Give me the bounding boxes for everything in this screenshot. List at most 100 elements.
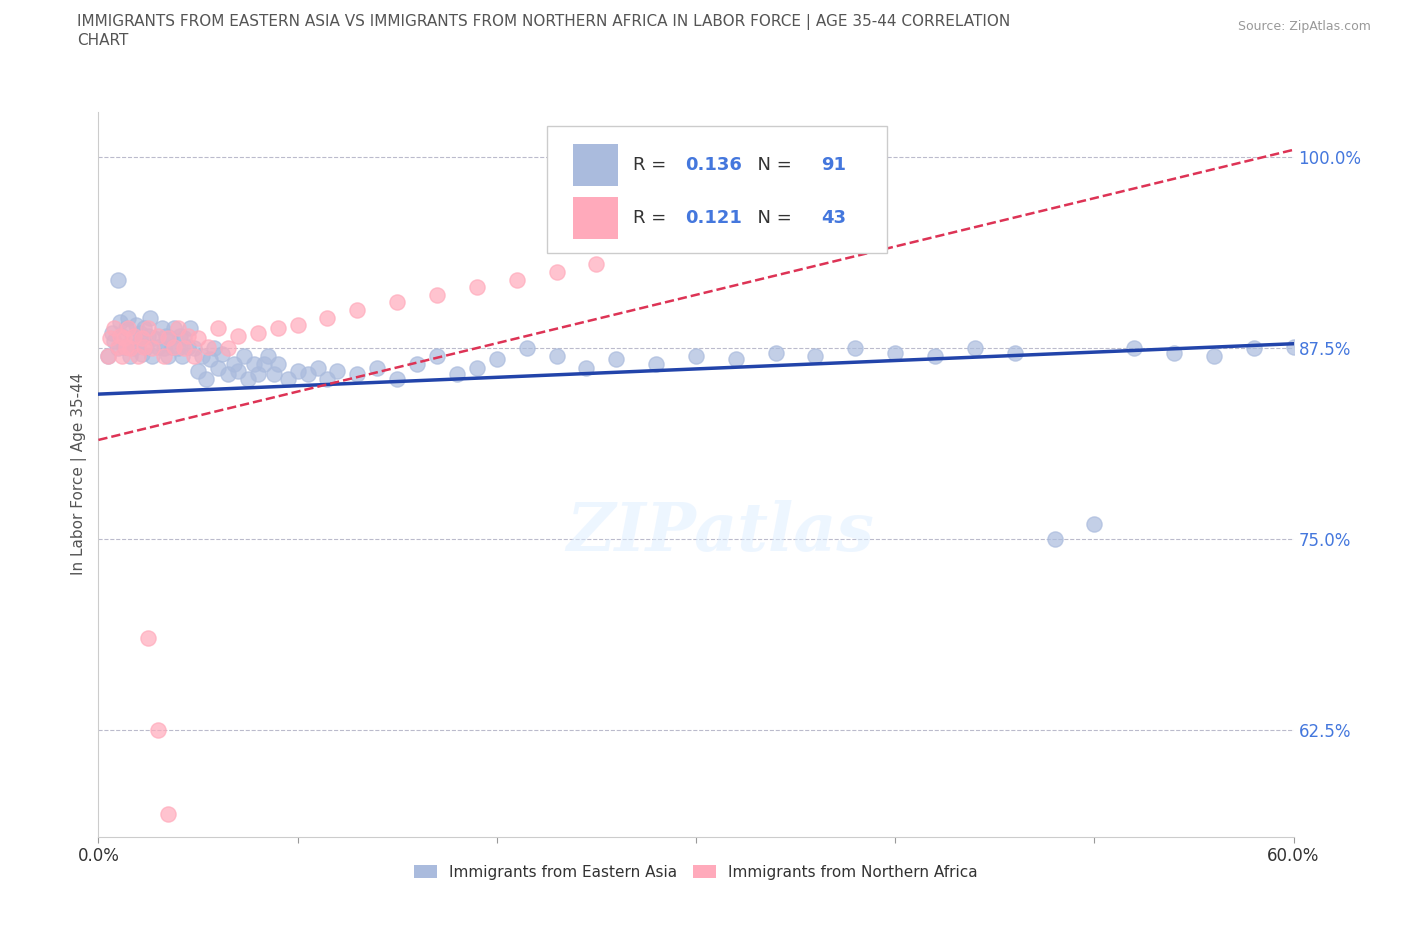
Point xyxy=(1043,532,1066,547)
Point xyxy=(134,339,156,354)
Point xyxy=(217,366,239,381)
Point xyxy=(426,349,449,364)
Point xyxy=(101,326,124,340)
Point xyxy=(307,361,329,376)
Point xyxy=(177,339,200,354)
Point xyxy=(465,361,488,376)
Point xyxy=(183,341,205,356)
Point xyxy=(160,339,183,354)
Point xyxy=(112,330,135,345)
Point xyxy=(127,349,149,364)
Text: Source: ZipAtlas.com: Source: ZipAtlas.com xyxy=(1237,20,1371,33)
Point xyxy=(173,330,195,345)
Point xyxy=(267,356,290,371)
Point xyxy=(1083,516,1105,531)
Legend: Immigrants from Eastern Asia, Immigrants from Northern Africa: Immigrants from Eastern Asia, Immigrants… xyxy=(406,857,986,887)
Point xyxy=(135,339,157,354)
Point xyxy=(136,631,159,646)
Point xyxy=(297,366,319,381)
Point xyxy=(226,328,249,343)
Point xyxy=(150,321,173,336)
Point xyxy=(211,347,233,362)
Point xyxy=(465,280,488,295)
Point xyxy=(134,321,156,336)
Point xyxy=(107,341,129,356)
Point xyxy=(157,330,180,345)
Point xyxy=(136,328,159,343)
Text: CHART: CHART xyxy=(77,33,129,47)
Point xyxy=(167,341,190,356)
Point xyxy=(236,371,259,386)
Text: R =: R = xyxy=(633,208,672,227)
Point xyxy=(426,287,449,302)
Point xyxy=(446,366,468,381)
Point xyxy=(103,321,125,336)
Point xyxy=(765,345,787,360)
Point xyxy=(287,318,309,333)
Point xyxy=(107,272,129,287)
Point xyxy=(243,356,266,371)
Point xyxy=(124,341,146,356)
Point xyxy=(516,341,538,356)
Point xyxy=(232,349,254,364)
Point xyxy=(1123,341,1146,356)
Point xyxy=(107,339,129,354)
FancyBboxPatch shape xyxy=(572,144,619,186)
Text: 0.121: 0.121 xyxy=(685,208,742,227)
Point xyxy=(125,318,148,333)
Point xyxy=(253,356,276,371)
Point xyxy=(129,326,152,340)
Point xyxy=(131,347,153,362)
FancyBboxPatch shape xyxy=(572,196,619,239)
Point xyxy=(139,311,162,325)
Point xyxy=(111,328,134,343)
Point xyxy=(884,345,907,360)
Point xyxy=(207,321,229,336)
Point xyxy=(1163,345,1185,360)
Point xyxy=(120,349,142,364)
Point xyxy=(115,339,138,354)
Point xyxy=(207,361,229,376)
Point xyxy=(183,349,205,364)
Point xyxy=(804,349,827,364)
Point xyxy=(246,326,269,340)
Point xyxy=(198,352,221,366)
Text: N =: N = xyxy=(747,208,797,227)
Point xyxy=(97,349,120,364)
Point xyxy=(155,328,177,343)
Point xyxy=(127,337,149,352)
Point xyxy=(121,330,143,345)
Point xyxy=(157,349,180,364)
Point xyxy=(287,364,309,379)
Point xyxy=(963,341,986,356)
Point xyxy=(346,366,368,381)
Point xyxy=(110,328,132,343)
Point xyxy=(316,371,339,386)
Point xyxy=(195,371,218,386)
Point xyxy=(177,328,200,343)
Point xyxy=(112,339,135,354)
Point xyxy=(256,349,278,364)
Point xyxy=(222,356,245,371)
Point xyxy=(141,341,163,356)
Point xyxy=(724,352,747,366)
Point xyxy=(103,333,125,348)
Point xyxy=(173,341,195,356)
Point xyxy=(685,349,707,364)
Point xyxy=(172,349,194,364)
Point xyxy=(187,330,209,345)
Y-axis label: In Labor Force | Age 35-44: In Labor Force | Age 35-44 xyxy=(72,373,87,576)
Point xyxy=(153,341,176,356)
Point xyxy=(115,321,138,336)
Point xyxy=(485,352,508,366)
Point xyxy=(924,349,946,364)
Point xyxy=(316,311,339,325)
Point xyxy=(148,339,170,354)
Point xyxy=(120,341,142,356)
Point xyxy=(366,361,388,376)
Point xyxy=(202,341,225,356)
Text: 91: 91 xyxy=(821,156,846,174)
Point xyxy=(98,330,122,345)
Text: R =: R = xyxy=(633,156,672,174)
Point xyxy=(585,257,607,272)
